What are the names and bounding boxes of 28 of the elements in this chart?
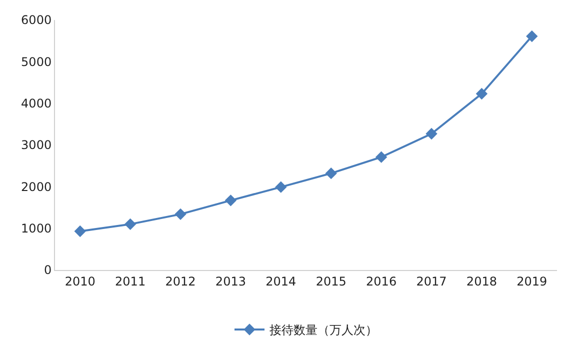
y-tick-label: 4000	[21, 96, 52, 111]
point	[325, 167, 337, 180]
point	[174, 208, 186, 220]
point	[74, 225, 86, 238]
x-tick-label: 2010	[64, 274, 96, 288]
x-tick-label: 2013	[215, 274, 246, 288]
x-tick-label: 2014	[266, 274, 296, 288]
point	[526, 30, 538, 42]
y-tick-label: 6000	[21, 13, 52, 28]
y-tick-label: 5000	[21, 54, 52, 69]
x-tick-label: 2011	[115, 274, 146, 288]
x-tick-label: 2015	[316, 274, 346, 288]
y-tick-label: 2000	[21, 180, 52, 194]
point	[224, 194, 237, 206]
point	[426, 128, 438, 140]
point	[124, 218, 136, 230]
x-tick-label: 2012	[165, 274, 196, 288]
legend-label: 接待数量（万人次）	[270, 323, 378, 338]
x-tick-label: 2019	[516, 274, 548, 288]
point	[375, 151, 388, 163]
y-tick-label: 3000	[21, 138, 52, 152]
x-tick-label: 2017	[416, 274, 447, 288]
x-tick-label: 2016	[366, 274, 397, 288]
point	[275, 181, 287, 193]
x-tick-label: 2018	[466, 274, 497, 288]
y-tick-label: 1000	[21, 222, 52, 236]
point	[476, 88, 488, 100]
y-tick-label: 0	[44, 263, 52, 278]
